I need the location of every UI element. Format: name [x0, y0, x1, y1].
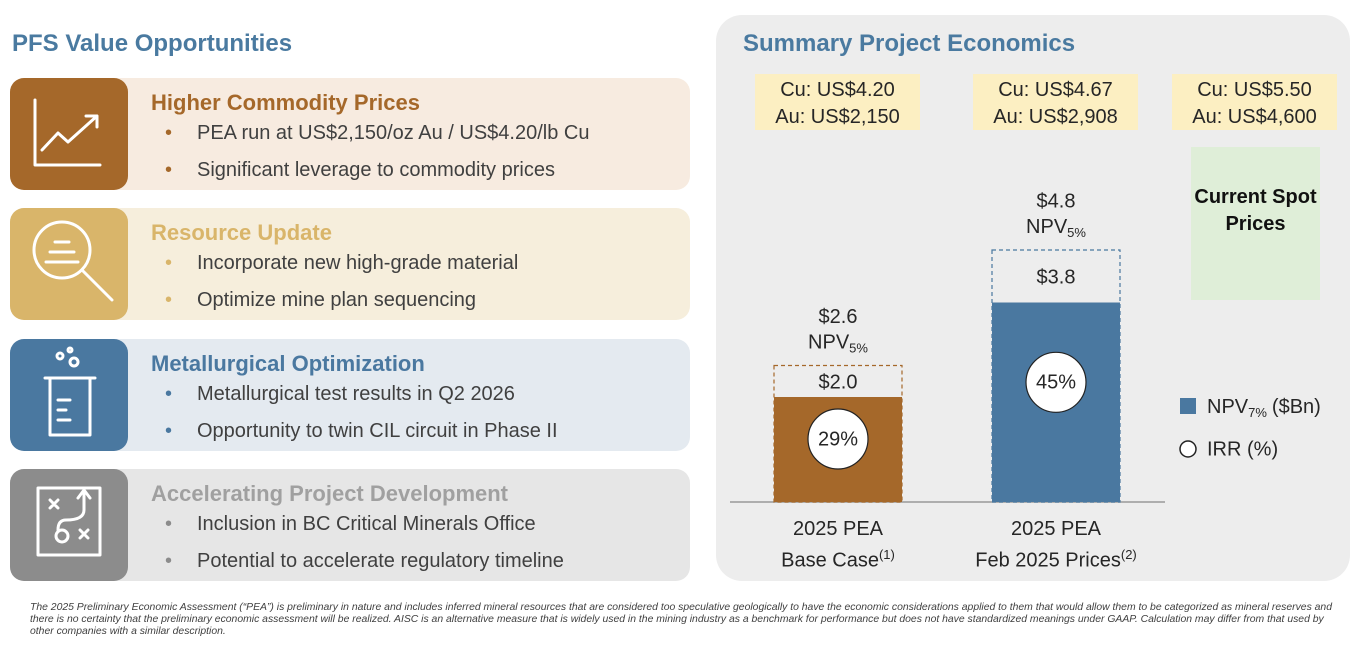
npv5-name: NPV5%	[808, 332, 868, 356]
card-icon	[10, 339, 128, 451]
irr-label: 45%	[1036, 372, 1076, 394]
npv7-label: $3.8	[1037, 267, 1076, 289]
circle	[54, 528, 70, 544]
bullet-text: PEA run at US$2,150/oz Au / US$4.20/lb C…	[197, 122, 590, 144]
card-title: Accelerating Project Development	[151, 481, 509, 506]
price-box	[1172, 74, 1337, 130]
bullet-text: Optimize mine plan sequencing	[197, 289, 477, 311]
card-icon	[10, 208, 128, 320]
au-price: Au: US$2,150	[775, 106, 900, 128]
legend-unit: ($Bn)	[1272, 396, 1321, 418]
footnote: The 2025 Preliminary Economic Assessment…	[30, 602, 1332, 637]
spot-note: Current Spot Prices	[1194, 186, 1317, 235]
bullet-dot: •	[165, 550, 173, 572]
bullet-text: Inclusion in BC Critical Minerals Office	[197, 513, 536, 535]
bullet: • Optimize mine plan sequencing	[165, 289, 476, 312]
bullet-dot: •	[165, 159, 173, 181]
price-box	[755, 74, 920, 130]
strategy-icon	[36, 486, 102, 557]
beaker-icon	[43, 376, 97, 437]
bullet-dot: •	[165, 420, 173, 442]
legend-circle	[1179, 440, 1197, 458]
irr-circle	[1025, 351, 1087, 413]
irr-circle	[807, 408, 869, 470]
category-text: 2025 PEA Feb 2025 Prices	[975, 518, 1121, 572]
npv5-name-sub: 5%	[1067, 225, 1086, 240]
bullet-text: Incorporate new high-grade material	[197, 252, 519, 274]
npv5-label: $4.8	[1037, 190, 1076, 212]
legend-swatch	[1180, 398, 1196, 414]
legend-irr: IRR (%)	[1207, 438, 1278, 460]
left-title: PFS Value Opportunities	[12, 30, 293, 57]
npv5-label: $2.6	[819, 306, 858, 328]
chart-icon	[33, 98, 102, 167]
cu-price: Cu: US$4.67	[998, 79, 1113, 101]
bullet-dot: •	[165, 122, 173, 144]
cu-price: Cu: US$4.20	[780, 79, 895, 101]
bullet: • Opportunity to twin CIL circuit in Phas…	[165, 420, 558, 443]
npv5-name: NPV5%	[1026, 216, 1086, 240]
au-price: Au: US$4,600	[1192, 106, 1317, 128]
bullet-text: Potential to accelerate regulatory timel…	[197, 550, 564, 572]
bubble	[66, 346, 74, 354]
card-title: Resource Update	[151, 220, 332, 245]
price-box	[973, 74, 1138, 130]
legend-name: NPV	[1207, 396, 1249, 418]
card-title: Higher Commodity Prices	[151, 90, 420, 115]
bullet-dot: •	[165, 513, 173, 535]
bullet: • Potential to accelerate regulatory time…	[165, 550, 564, 573]
bullet-dot: •	[165, 289, 173, 311]
bullet-dot: •	[165, 252, 173, 274]
bullet-text: Opportunity to twin CIL circuit in Phase…	[197, 420, 558, 442]
bullet-text: Significant leverage to commodity prices	[197, 159, 555, 181]
bubble	[68, 356, 80, 368]
magnifier-icon	[32, 220, 92, 280]
gold-icon	[44, 240, 114, 302]
category-note: (1)	[878, 547, 895, 562]
category-note: (2)	[1120, 547, 1137, 562]
au-price: Au: US$2,908	[993, 106, 1118, 128]
bullet: • PEA run at US$2,150/oz Au / US$4.20/lb …	[165, 122, 589, 145]
npv5-name-sub: 5%	[849, 341, 868, 356]
bullet: • Metallurgical test results in Q2 2026	[165, 383, 515, 406]
bullet-dot: •	[165, 383, 173, 405]
category-label: 2025 PEA Base Case(1)	[743, 516, 933, 574]
bullet-text: Metallurgical test results in Q2 2026	[197, 383, 515, 405]
category-text: 2025 PEA Base Case	[781, 518, 884, 572]
irr-label: 29%	[818, 428, 858, 450]
chart: Cu: US$4.20 Au: US$2,150 Cu: US$4.67 Au: US…	[32, 74, 1337, 557]
icons	[32, 98, 114, 557]
card-icon	[10, 78, 128, 190]
bubble	[55, 351, 65, 361]
cu-price: Cu: US$5.50	[1197, 79, 1312, 101]
bullet: • Incorporate new high-grade material	[165, 252, 518, 275]
category-label: 2025 PEA Feb 2025 Prices(2)	[961, 516, 1151, 574]
card-title: Metallurgical Optimization	[151, 351, 425, 376]
bullet: • Inclusion in BC Critical Minerals Offic…	[165, 513, 536, 536]
chart-title: Summary Project Economics	[743, 30, 1076, 57]
npv7-label: $2.0	[819, 372, 858, 394]
legend-npv7: NPV7% ($Bn)	[1207, 396, 1321, 420]
legend-sub: 7%	[1248, 405, 1267, 420]
npv5-name-text: NPV	[808, 332, 850, 354]
npv5-name-text: NPV	[1026, 216, 1068, 238]
spot-box	[1191, 147, 1320, 300]
bullet: • Significant leverage to commodity price…	[165, 159, 555, 182]
